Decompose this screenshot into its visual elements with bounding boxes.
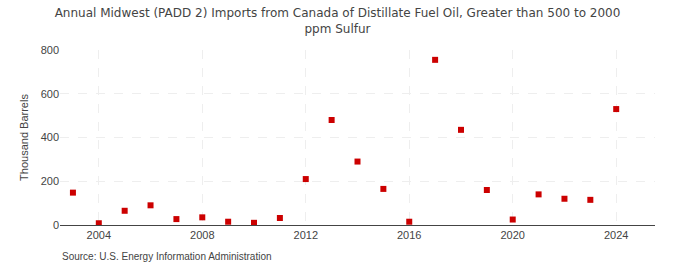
svg-text:2020: 2020: [500, 229, 524, 241]
svg-text:0: 0: [53, 219, 59, 231]
svg-text:2016: 2016: [397, 229, 421, 241]
svg-text:400: 400: [41, 131, 59, 143]
svg-text:200: 200: [41, 175, 59, 187]
svg-text:800: 800: [41, 44, 59, 56]
svg-text:Source: U.S. Energy Informatio: Source: U.S. Energy Information Administ…: [62, 251, 272, 262]
svg-text:Annual Midwest (PADD 2) Import: Annual Midwest (PADD 2) Imports from Can…: [55, 6, 621, 36]
svg-text:2012: 2012: [294, 229, 318, 241]
svg-text:2008: 2008: [190, 229, 214, 241]
svg-text:600: 600: [41, 88, 59, 100]
svg-text:Thousand Barrels: Thousand Barrels: [18, 94, 30, 181]
svg-text:2004: 2004: [87, 229, 111, 241]
svg-text:2024: 2024: [604, 229, 628, 241]
